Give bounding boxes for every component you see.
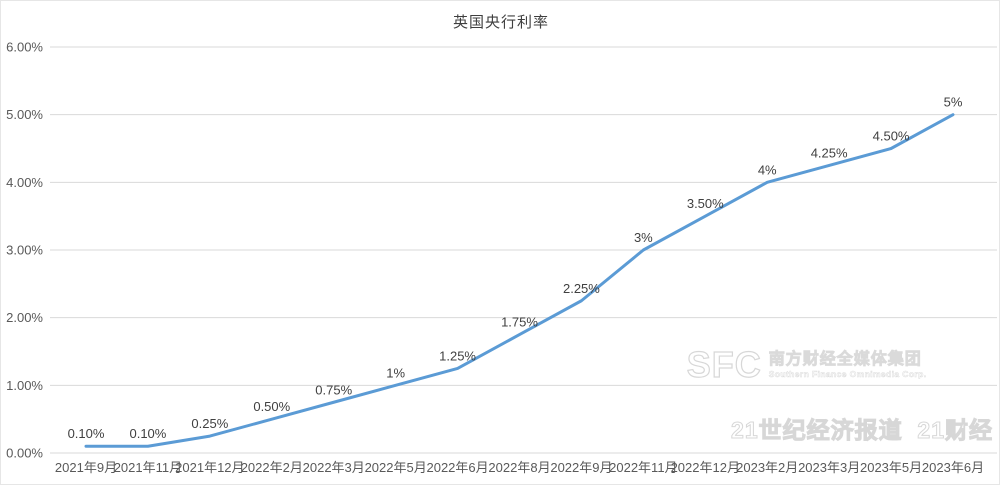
y-tick-label: 0.00% [6,446,43,461]
x-tick-label: 2021年9月 [55,460,117,475]
y-tick-label: 6.00% [6,40,43,55]
y-tick-label: 3.00% [6,243,43,258]
x-tick-label: 2022年5月 [365,460,427,475]
x-tick-label: 2021年12月 [175,460,244,475]
data-label: 4.50% [873,129,910,144]
y-tick-label: 1.00% [6,378,43,393]
data-label: 1.75% [501,315,538,330]
x-tick-label: 2022年11月 [609,460,677,475]
data-label: 1% [386,365,405,380]
data-label: 3% [634,230,653,245]
x-tick-label: 2022年2月 [241,460,303,475]
x-tick-label: 2022年8月 [488,460,550,475]
rate-line [84,113,955,448]
x-tick-label: 2023年2月 [736,460,798,475]
data-label: 0.10% [68,426,105,441]
y-tick-label: 5.00% [6,107,43,122]
x-tick-label: 2021年11月 [114,460,182,475]
x-tick-label: 2022年12月 [671,460,740,475]
y-tick-label: 4.00% [6,175,43,190]
data-label: 0.75% [315,382,352,397]
data-label: 5% [944,95,963,110]
data-label: 3.50% [687,196,724,211]
x-tick-label: 2022年3月 [303,460,365,475]
x-tick-label: 2022年9月 [550,460,612,475]
x-tick-label: 2023年5月 [860,460,922,475]
data-label: 0.50% [253,399,290,414]
data-label: 0.10% [129,426,166,441]
y-tick-label: 2.00% [6,310,43,325]
x-tick-label: 2022年6月 [426,460,488,475]
data-label: 4% [758,162,777,177]
data-label: 4.25% [811,145,848,160]
data-label: 1.25% [439,348,476,363]
x-tick-label: 2023年6月 [922,460,984,475]
data-label: 0.25% [191,416,228,431]
x-tick-label: 2023年3月 [798,460,860,475]
chart-title: 英国央行利率 [452,14,549,31]
data-label: 2.25% [563,281,600,296]
